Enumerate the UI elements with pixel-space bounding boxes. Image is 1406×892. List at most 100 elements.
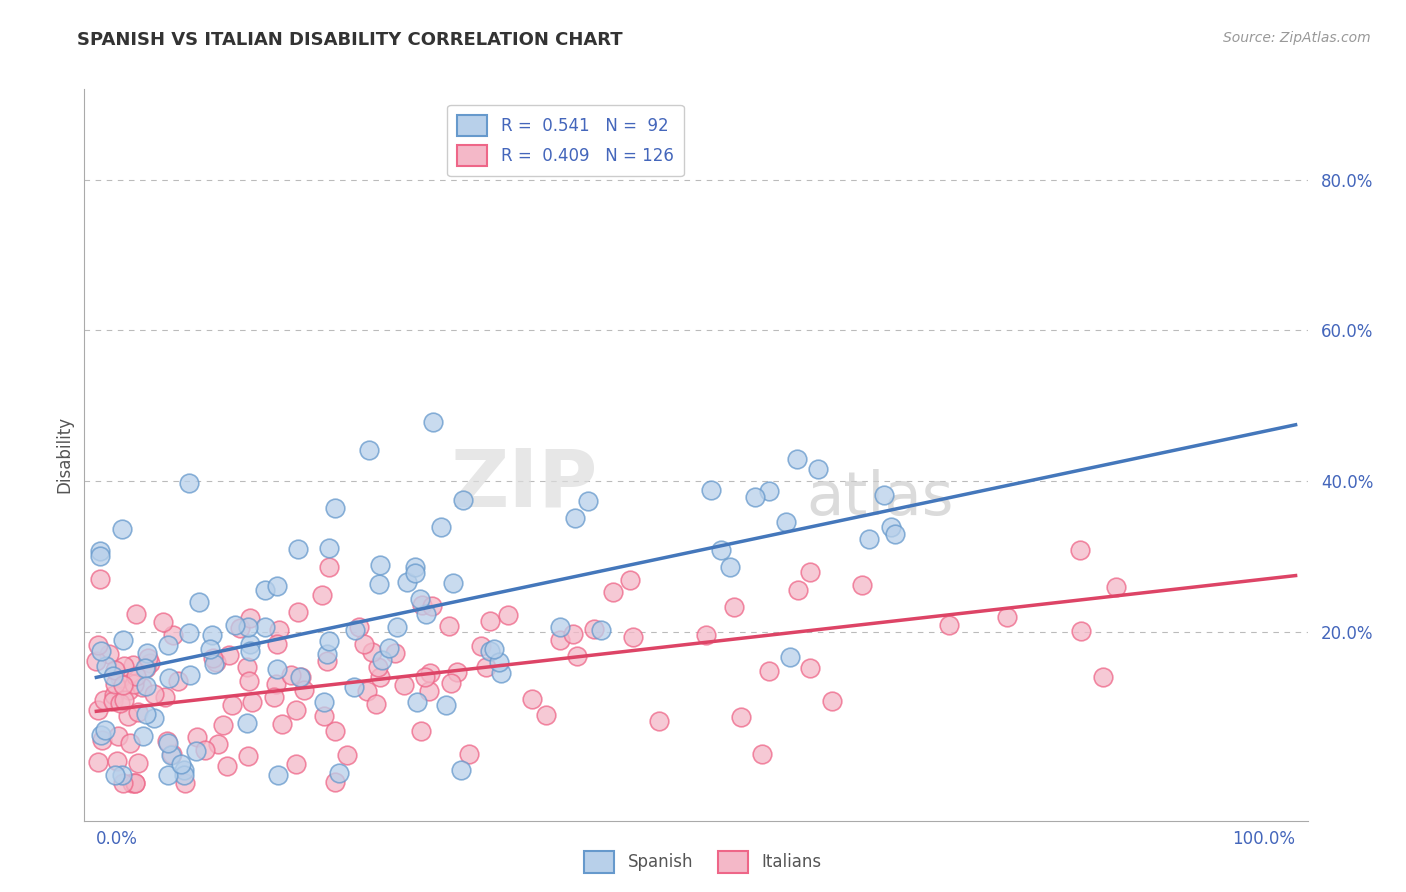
Text: Source: ZipAtlas.com: Source: ZipAtlas.com <box>1223 31 1371 45</box>
Point <box>311 588 333 602</box>
Point <box>142 711 165 725</box>
Point <box>323 724 346 739</box>
Point <box>343 623 366 637</box>
Point <box>384 647 406 661</box>
Point <box>236 620 259 634</box>
Point <box>548 633 571 648</box>
Point <box>349 620 371 634</box>
Point <box>155 690 177 705</box>
Point <box>266 579 288 593</box>
Point <box>90 728 112 742</box>
Point <box>364 697 387 711</box>
Point <box>450 763 472 777</box>
Point <box>160 748 183 763</box>
Point <box>266 663 288 677</box>
Point <box>160 747 183 761</box>
Point <box>236 716 259 731</box>
Point <box>288 670 311 684</box>
Point <box>267 768 290 782</box>
Point <box>284 757 307 772</box>
Point <box>1092 670 1115 684</box>
Point <box>186 744 208 758</box>
Point <box>132 729 155 743</box>
Point <box>318 634 340 648</box>
Point <box>439 676 461 690</box>
Point <box>723 599 745 614</box>
Point <box>177 625 200 640</box>
Point <box>111 522 134 536</box>
Point <box>873 488 896 502</box>
Point <box>152 615 174 630</box>
Point <box>323 775 346 789</box>
Point <box>710 543 733 558</box>
Point <box>112 677 135 691</box>
Point <box>179 668 201 682</box>
Point <box>775 516 797 530</box>
Point <box>474 660 496 674</box>
Point <box>104 663 127 677</box>
Point <box>173 768 195 782</box>
Point <box>120 736 142 750</box>
Point <box>387 620 409 634</box>
Point <box>368 670 391 684</box>
Point <box>361 645 384 659</box>
Point <box>101 669 124 683</box>
Point <box>718 559 741 574</box>
Y-axis label: Disability: Disability <box>55 417 73 493</box>
Point <box>648 714 671 728</box>
Point <box>217 759 239 773</box>
Point <box>157 768 180 782</box>
Point <box>292 683 315 698</box>
Point <box>228 621 250 635</box>
Point <box>357 442 380 457</box>
Point <box>238 674 260 689</box>
Point <box>561 627 583 641</box>
Point <box>108 696 131 710</box>
Point <box>458 747 481 761</box>
Point <box>167 674 190 689</box>
Point <box>218 648 240 663</box>
Point <box>236 748 259 763</box>
Point <box>744 491 766 505</box>
Point <box>395 574 418 589</box>
Point <box>89 573 111 587</box>
Point <box>205 655 228 669</box>
Point <box>314 709 336 723</box>
Text: 0.0%: 0.0% <box>97 830 138 847</box>
Point <box>548 620 571 634</box>
Point <box>315 647 337 661</box>
Point <box>143 687 166 701</box>
Point <box>371 653 394 667</box>
Point <box>343 680 366 694</box>
Point <box>353 637 375 651</box>
Point <box>1069 543 1091 558</box>
Point <box>212 718 235 732</box>
Point <box>267 623 290 637</box>
Point <box>122 677 145 691</box>
Point <box>127 706 149 720</box>
Point <box>356 683 378 698</box>
Point <box>368 558 391 573</box>
Point <box>90 733 112 747</box>
Point <box>315 654 337 668</box>
Point <box>491 666 513 681</box>
Point <box>520 692 543 706</box>
Point <box>136 646 159 660</box>
Point <box>198 641 221 656</box>
Point <box>107 754 129 768</box>
Point <box>582 623 605 637</box>
Point <box>367 577 389 591</box>
Point <box>134 661 156 675</box>
Point <box>1105 580 1128 594</box>
Point <box>879 520 901 534</box>
Point <box>125 669 148 683</box>
Point <box>392 677 415 691</box>
Point <box>439 619 461 633</box>
Point <box>188 595 211 609</box>
Point <box>136 651 159 665</box>
Point <box>111 768 134 782</box>
Point <box>730 710 752 724</box>
Point <box>786 451 808 466</box>
Point <box>97 648 120 662</box>
Point <box>157 736 180 750</box>
